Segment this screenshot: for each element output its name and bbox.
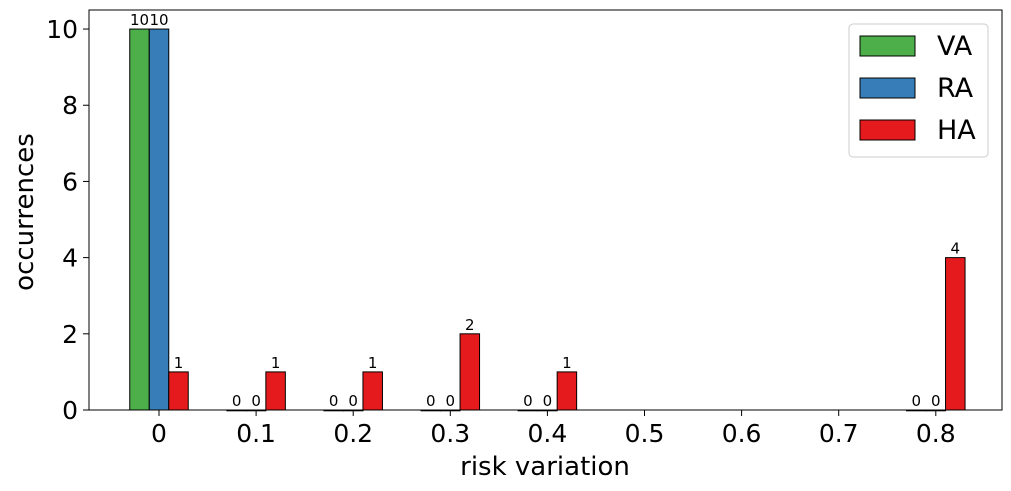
legend-swatch-ra [859, 77, 916, 99]
x-tick-label: 0.6 [722, 419, 762, 448]
bar-label-ha-0.2: 1 [368, 354, 378, 372]
x-axis-title: risk variation [460, 452, 630, 482]
legend: VA RA HA [848, 23, 989, 158]
bars-layer [129, 28, 966, 412]
y-tick-label: 2 [62, 320, 78, 349]
x-tick-label: 0.2 [333, 419, 373, 448]
plot-frame [88, 9, 1003, 411]
legend-swatch-va [859, 35, 916, 57]
y-tick-label: 10 [46, 15, 78, 44]
bar-label-ra-0.3: 0 [446, 392, 456, 410]
bar-label-ha-0: 1 [174, 354, 184, 372]
legend-swatch-ha [859, 119, 916, 141]
y-axis: 0 2 4 6 8 10 [46, 15, 89, 425]
legend-label-va: VA [937, 31, 973, 62]
bar-ra-0 [148, 28, 170, 411]
bar-label-va-0.8: 0 [912, 392, 922, 410]
bar-label-va-0.1: 0 [232, 392, 242, 410]
bar-label-ra-0: 10 [149, 11, 168, 29]
legend-label-ha: HA [937, 115, 976, 146]
x-tick-label: 0.8 [916, 419, 956, 448]
x-tick-label: 0.3 [430, 419, 470, 448]
x-tick-label: 0.1 [236, 419, 276, 448]
legend-label-ra: RA [937, 73, 974, 104]
x-tick-label: 0.7 [819, 419, 859, 448]
bar-label-va-0: 10 [130, 11, 149, 29]
bar-label-va-0.3: 0 [426, 392, 436, 410]
bar-label-ra-0.4: 0 [543, 392, 553, 410]
y-tick-label: 6 [62, 167, 78, 196]
bar-label-va-0.4: 0 [523, 392, 533, 410]
bar-label-ha-0.4: 1 [562, 354, 572, 372]
bar-label-ra-0.2: 0 [348, 392, 358, 410]
bar-label-ha-0.8: 4 [951, 240, 961, 258]
bar-va-0 [129, 28, 150, 411]
x-axis: 0 0.1 0.2 0.3 0.4 0.5 0.6 0.7 0.8 [151, 410, 956, 448]
bar-label-va-0.2: 0 [329, 392, 339, 410]
bar-label-ra-0.8: 0 [931, 392, 941, 410]
bar-ha-0.4 [556, 371, 578, 411]
bar-ha-0 [168, 371, 189, 411]
x-tick-label: 0.5 [625, 419, 665, 448]
y-tick-label: 8 [62, 91, 78, 120]
y-axis-title: occurrences [10, 133, 40, 291]
bar-label-ha-0.3: 2 [465, 316, 475, 334]
x-tick-label: 0 [151, 419, 167, 448]
y-tick-label: 0 [62, 396, 78, 425]
bar-ha-0.1 [265, 371, 286, 411]
bar-ha-0.8 [945, 257, 966, 411]
x-tick-label: 0.4 [528, 419, 568, 448]
bar-ha-0.2 [362, 371, 383, 411]
bar-label-ha-0.1: 1 [271, 354, 281, 372]
y-tick-label: 4 [62, 244, 78, 273]
bar-label-ra-0.1: 0 [251, 392, 261, 410]
bar-ha-0.3 [459, 333, 481, 411]
